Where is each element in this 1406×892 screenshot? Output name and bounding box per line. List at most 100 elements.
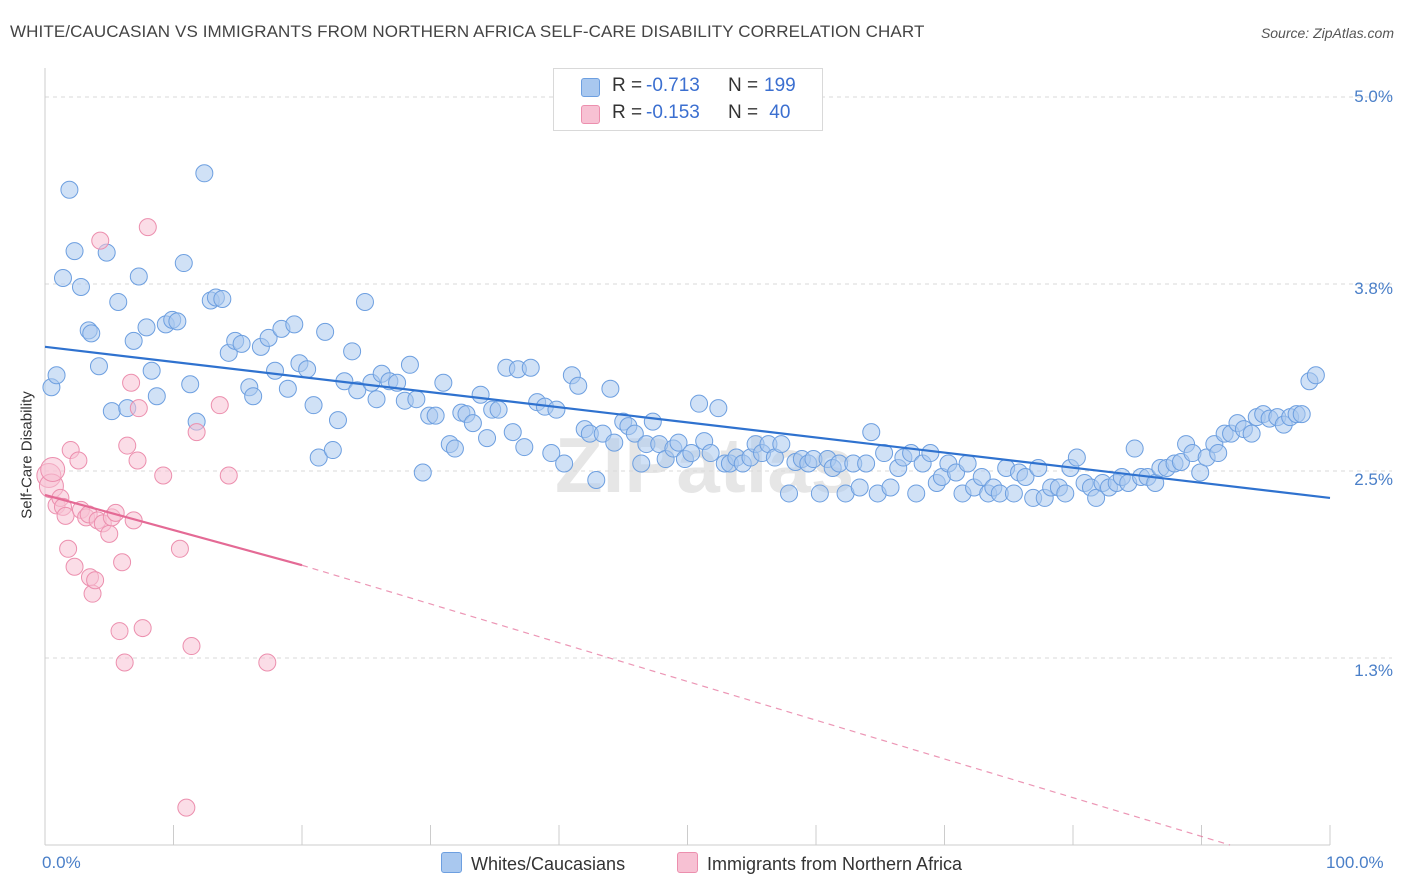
- data-point-whites: [142, 361, 161, 380]
- stats-legend: R = -0.713 N = 199 R = -0.153 N = 40: [553, 68, 823, 131]
- data-point-whites: [1242, 424, 1261, 443]
- legend-swatch-blue: [581, 78, 600, 97]
- legend-swatch-blue: [441, 852, 462, 873]
- data-point-immigrants: [59, 539, 78, 558]
- data-point-immigrants: [154, 466, 173, 485]
- data-point-whites: [921, 444, 940, 463]
- y-tick-label-2-5: 2.5%: [1354, 470, 1393, 489]
- data-point-whites: [521, 358, 540, 377]
- data-point-whites: [407, 390, 426, 409]
- data-point-whites: [168, 312, 187, 331]
- data-point-whites: [669, 433, 688, 452]
- x-tick-label-max: 100.0%: [1326, 853, 1384, 872]
- data-point-whites: [304, 396, 323, 415]
- data-point-immigrants: [86, 571, 105, 590]
- legend-r-label: R =: [612, 102, 643, 123]
- data-point-whites: [547, 400, 566, 419]
- data-point-whites: [601, 379, 620, 398]
- data-point-whites: [195, 164, 214, 183]
- legend-swatch-pink: [677, 852, 698, 873]
- data-point-whites: [53, 269, 72, 288]
- data-point-whites: [124, 331, 143, 350]
- data-point-whites: [1087, 488, 1106, 507]
- legend-r-value: -0.153: [646, 102, 700, 123]
- data-point-whites: [323, 441, 342, 460]
- data-point-immigrants: [113, 553, 132, 572]
- trend-line-immigrants: [44, 493, 303, 567]
- data-point-immigrants: [115, 653, 134, 672]
- data-point-immigrants: [129, 399, 148, 418]
- data-point-whites: [471, 385, 490, 404]
- data-point-immigrants: [182, 637, 201, 656]
- data-point-whites: [298, 360, 317, 379]
- data-point-immigrants: [118, 436, 137, 455]
- data-point-whites: [850, 478, 869, 497]
- data-point-whites: [972, 467, 991, 486]
- data-point-whites: [426, 406, 445, 425]
- data-point-whites: [47, 366, 66, 385]
- data-point-immigrants: [210, 396, 229, 415]
- data-point-whites: [181, 375, 200, 394]
- data-point-whites: [1292, 405, 1311, 424]
- data-point-whites: [71, 277, 90, 296]
- data-point-immigrants: [128, 451, 147, 470]
- data-point-whites: [810, 484, 829, 503]
- legend-r-label: R =: [612, 75, 643, 96]
- legend-n-label: N =: [728, 75, 759, 96]
- data-point-whites: [266, 361, 285, 380]
- data-point-immigrants: [219, 466, 238, 485]
- data-point-whites: [587, 470, 606, 489]
- data-point-immigrants: [124, 511, 143, 530]
- x-tick-label-min: 0.0%: [42, 853, 81, 872]
- data-point-whites: [857, 454, 876, 473]
- data-point-whites: [862, 423, 881, 442]
- data-point-whites: [605, 433, 624, 452]
- data-point-whites: [129, 267, 148, 286]
- data-point-whites: [316, 322, 335, 341]
- source-label: Source: ZipAtlas.com: [1260, 25, 1394, 41]
- data-point-whites: [489, 400, 508, 419]
- data-point-whites: [259, 328, 278, 347]
- legend-n-value: 40: [764, 102, 791, 123]
- data-point-whites: [1209, 444, 1228, 463]
- data-point-whites: [348, 381, 367, 400]
- data-point-whites: [478, 429, 497, 448]
- data-point-whites: [881, 478, 900, 497]
- data-point-whites: [1191, 463, 1210, 482]
- data-point-whites: [174, 254, 193, 273]
- data-point-immigrants: [69, 451, 88, 470]
- data-point-whites: [109, 292, 128, 311]
- data-point-whites: [147, 387, 166, 406]
- data-point-immigrants: [133, 619, 152, 638]
- data-point-whites: [542, 444, 561, 463]
- data-point-whites: [463, 414, 482, 433]
- data-point-whites: [102, 402, 121, 421]
- data-point-whites: [367, 390, 386, 409]
- data-point-whites: [1306, 366, 1325, 385]
- data-point-whites: [355, 292, 374, 311]
- data-point-immigrants: [258, 653, 277, 672]
- data-point-whites: [285, 315, 304, 334]
- data-point-whites: [701, 444, 720, 463]
- data-point-whites: [309, 448, 328, 467]
- legend-r-value: -0.713: [646, 75, 700, 96]
- data-point-whites: [434, 373, 453, 392]
- data-point-whites: [625, 424, 644, 443]
- data-point-whites: [1056, 484, 1075, 503]
- data-point-immigrants: [100, 524, 119, 543]
- data-point-whites: [643, 412, 662, 431]
- legend-n-label: N =: [728, 102, 759, 123]
- bottom-legend-whites: Whites/Caucasians: [441, 852, 625, 875]
- data-point-whites: [1125, 439, 1144, 458]
- data-point-immigrants: [40, 457, 66, 483]
- data-point-whites: [569, 376, 588, 395]
- y-tick-label-1-3: 1.3%: [1354, 661, 1393, 680]
- data-point-whites: [1016, 467, 1035, 486]
- chart-title: WHITE/CAUCASIAN VS IMMIGRANTS FROM NORTH…: [10, 22, 925, 41]
- data-point-whites: [137, 318, 156, 337]
- data-point-whites: [1004, 484, 1023, 503]
- data-point-immigrants: [177, 798, 196, 817]
- data-point-whites: [60, 180, 79, 199]
- data-point-whites: [555, 454, 574, 473]
